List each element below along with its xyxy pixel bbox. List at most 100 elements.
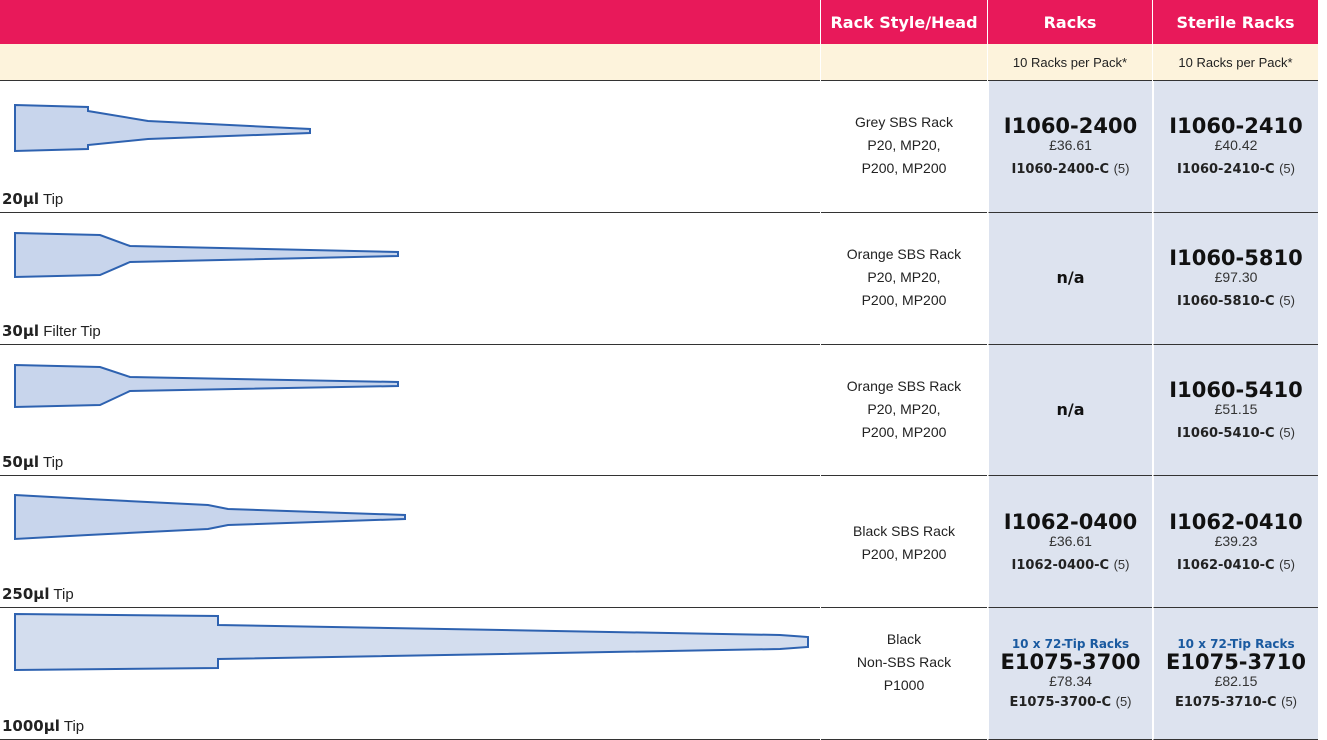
rack-cell: Orange SBS Rack P20, MP20, P200, MP200 <box>821 213 987 345</box>
rack-line: Grey SBS Rack <box>854 114 954 130</box>
tip-cell: 250µl Tip <box>0 476 820 609</box>
product-cell: I1060-5410 £51.15 I1060-5410-C (5) <box>1153 344 1318 477</box>
not-available: n/a <box>1056 268 1085 288</box>
product-code: I1062-0410 <box>1169 509 1303 534</box>
price: £36.61 <box>1049 532 1092 549</box>
case-code-text: I1060-5410-C <box>1177 425 1275 441</box>
case-qty: (5) <box>1279 161 1295 177</box>
product-code: I1060-2410 <box>1169 114 1303 139</box>
product-code: I1062-0400 <box>1003 509 1138 534</box>
rack-line: P200, MP200 <box>861 423 947 440</box>
case-code: I1062-0410-C (5) <box>1177 557 1295 573</box>
rack-line: P200, MP200 <box>861 291 947 308</box>
rack-line: P200, MP200 <box>861 546 947 563</box>
case-code-text: I1060-2400-C <box>1011 162 1110 178</box>
price: £97.30 <box>1214 269 1258 286</box>
case-code: I1060-5410-C (5) <box>1177 425 1295 441</box>
case-code: I1060-2400-C (5) <box>1012 161 1130 177</box>
rack-line: P1000 <box>883 677 925 694</box>
product-code: E1075-3710 <box>1166 650 1306 675</box>
rack-cell: Orange SBS Rack P20, MP20, P200, MP200 <box>821 345 987 477</box>
product-cell: 10 x 72-Tip Racks E1075-3700 £78.34 E1075-3… <box>988 608 1152 740</box>
tip-cell: 1000µl Tip <box>0 608 820 740</box>
case-qty: (5) <box>1281 694 1297 710</box>
case-code-text: E1075-3700-C <box>1009 695 1112 711</box>
tip-label: 30µl Filter Tip <box>2 322 101 340</box>
rack-line: P20, MP20, <box>867 400 941 417</box>
rack-line: Orange SBS Rack <box>846 245 962 262</box>
column-header: Rack Style/Head <box>821 0 987 44</box>
product-cell: n/a <box>988 212 1152 345</box>
tip-cell: 30µl Filter Tip <box>0 213 820 345</box>
tip-type: Tip <box>42 190 64 208</box>
tip-label: 50µl Tip <box>2 453 63 471</box>
tip-size: 250µl <box>2 585 50 604</box>
price: £39.23 <box>1214 532 1258 549</box>
price: £40.42 <box>1214 137 1258 154</box>
case-code-text: I1062-0410-C <box>1177 557 1275 573</box>
tip-drawings <box>14 103 809 672</box>
rack-cell: Grey SBS Rack P20, MP20, P200, MP200 <box>821 81 987 213</box>
product-cell: I1060-2410 £40.42 I1060-2410-C (5) <box>1153 81 1318 213</box>
case-code: I1062-0400-C (5) <box>1012 557 1130 573</box>
case-code-text: I1062-0400-C <box>1011 557 1110 573</box>
tip-type: Tip <box>63 717 85 735</box>
price: £78.34 <box>1049 673 1092 690</box>
rack-line: Black <box>886 631 922 648</box>
rack-cell: Black Non-SBS Rack P1000 <box>821 608 987 740</box>
product-cell: I1060-5810 £97.30 I1060-5810-C (5) <box>1153 212 1318 345</box>
product-cell: 10 x 72-Tip Racks E1075-3710 £82.15 E1075-3… <box>1153 608 1318 740</box>
header-blank <box>0 0 820 44</box>
rack-line: P20, MP20, <box>867 268 941 285</box>
case-code: I1060-2410-C (5) <box>1177 161 1295 177</box>
tip-label: 20µl Tip <box>2 190 63 208</box>
price: £51.15 <box>1214 400 1258 417</box>
rack-line: Non-SBS Rack <box>856 654 952 671</box>
tip-type: Tip <box>42 454 64 472</box>
column-header: Racks <box>988 0 1152 44</box>
subheader-blank <box>0 44 820 81</box>
case-code-text: I1060-5810-C <box>1177 294 1275 310</box>
case-code: E1075-3700-C (5) <box>1010 694 1132 710</box>
column-header: Sterile Racks <box>1153 0 1318 44</box>
product-cell: I1062-0400 £36.61 I1062-0400-C (5) <box>988 476 1152 609</box>
case-code: E1075-3710-C (5) <box>1175 694 1297 710</box>
product-cell: I1060-2400 £36.61 I1060-2400-C (5) <box>988 81 1152 213</box>
product-code: I1060-2400 <box>1003 114 1138 139</box>
tip-size: 50µl <box>2 453 40 472</box>
price: £36.61 <box>1049 137 1092 154</box>
product-code: E1075-3700 <box>1000 650 1141 675</box>
product-cell: n/a <box>988 344 1152 477</box>
subheader-blank <box>821 44 987 81</box>
case-code: I1060-5810-C (5) <box>1177 293 1295 309</box>
pack-note: 10 Racks per Pack* <box>1153 44 1318 81</box>
not-available: n/a <box>1056 399 1085 419</box>
case-qty: (5) <box>1279 556 1295 572</box>
case-qty: (5) <box>1113 556 1130 572</box>
case-code-text: E1075-3710-C <box>1175 695 1277 711</box>
rack-cell: Black SBS Rack P200, MP200 <box>821 476 987 609</box>
tip-type: Tip <box>53 586 74 604</box>
tip-label: 250µl Tip <box>2 585 74 603</box>
product-code: I1060-5810 <box>1169 246 1303 271</box>
case-qty: (5) <box>1279 424 1295 440</box>
tip-type: Filter Tip <box>43 322 101 340</box>
tip-cell: 20µl Tip <box>0 81 820 213</box>
rack-line: Black SBS Rack <box>853 523 955 540</box>
product-cell: I1062-0410 £39.23 I1062-0410-C (5) <box>1153 476 1318 609</box>
rack-note: 10 x 72-Tip Racks <box>1011 637 1130 652</box>
tip-size: 1000µl <box>2 716 60 735</box>
case-code-text: I1060-2410-C <box>1177 162 1275 178</box>
price: £82.15 <box>1214 673 1258 690</box>
rack-line: P200, MP200 <box>861 160 947 176</box>
case-qty: (5) <box>1115 694 1132 710</box>
tip-size: 30µl <box>2 321 40 340</box>
product-code: I1060-5410 <box>1169 377 1303 402</box>
rack-note: 10 x 72-Tip Racks <box>1177 637 1295 652</box>
case-qty: (5) <box>1279 293 1295 309</box>
tip-cell: 50µl Tip <box>0 345 820 477</box>
tip-size: 20µl <box>2 189 40 208</box>
rack-line: Orange SBS Rack <box>846 377 962 394</box>
pack-note: 10 Racks per Pack* <box>988 44 1152 81</box>
